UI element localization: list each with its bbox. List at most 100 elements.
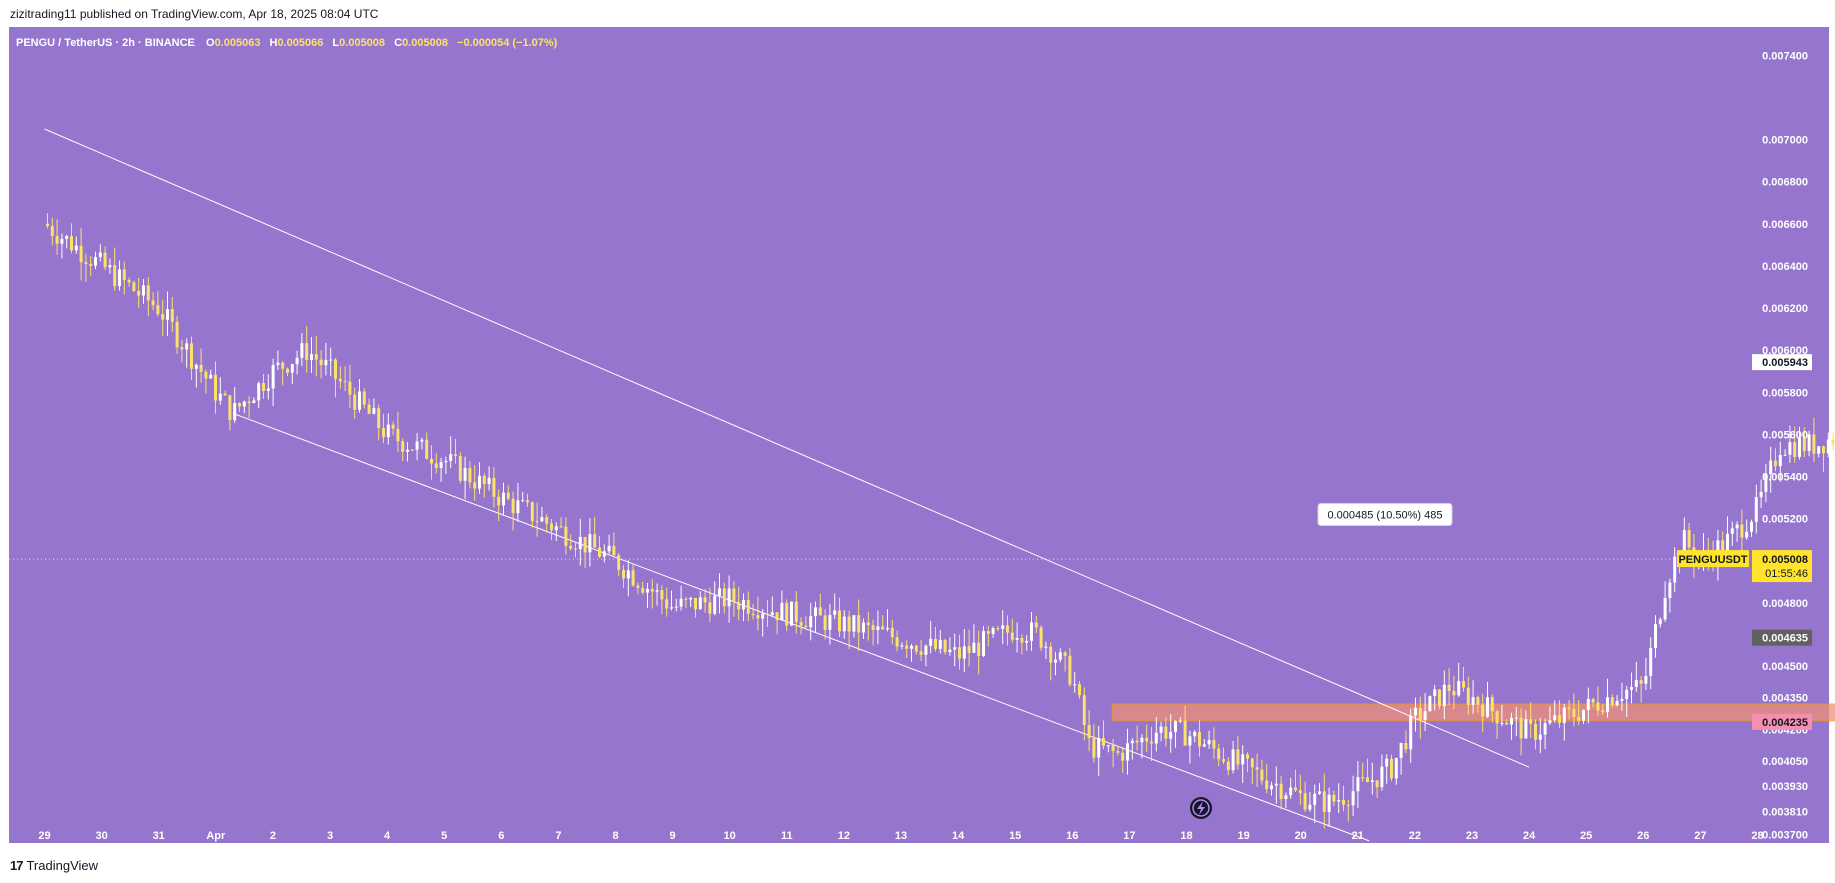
publish-info: zizitrading11 published on TradingView.c… [10, 7, 379, 21]
candle [74, 236, 78, 254]
candle-body [218, 393, 222, 401]
candle [1764, 463, 1768, 503]
candle [1270, 781, 1273, 796]
candle-body [1634, 680, 1638, 688]
candle [1159, 721, 1163, 742]
x-tick-label: 16 [1066, 830, 1078, 842]
candle [46, 213, 49, 229]
candle [766, 599, 769, 628]
x-tick-label: 3 [327, 830, 333, 842]
candle-body [1826, 439, 1830, 454]
candle-body [425, 439, 429, 459]
x-tick-label: 9 [670, 830, 676, 842]
candle [1342, 785, 1345, 812]
candle-body [463, 467, 467, 481]
candle-body [502, 492, 505, 506]
candle-body [1193, 731, 1197, 737]
x-tick-label: 15 [1009, 830, 1021, 842]
x-tick-label: 24 [1523, 830, 1536, 842]
candle-body [708, 602, 712, 614]
candle-body [1538, 734, 1542, 740]
candle [338, 366, 342, 389]
candle-body [1380, 766, 1384, 788]
candle-body [1778, 454, 1782, 467]
candle [1783, 449, 1787, 457]
time-axis[interactable]: 29 30 31 Apr 2 3 4 5 6 7 8 9 10 11 12 13 14 15 16 17 18 19 20 2… [38, 830, 1763, 842]
candle [785, 599, 789, 632]
candle-body [1514, 717, 1518, 719]
candle [247, 396, 251, 419]
candle-body [828, 614, 832, 630]
candle [1802, 427, 1806, 458]
candle-body [1572, 709, 1576, 718]
candle [410, 449, 414, 451]
candle-body [50, 226, 54, 236]
support-zone [1111, 703, 1835, 722]
candle [382, 413, 385, 443]
candle-body [1577, 717, 1581, 721]
candle-body [372, 408, 376, 414]
candle-body [852, 615, 856, 632]
candle [1726, 516, 1729, 553]
candle-body [89, 263, 93, 266]
candle [612, 532, 616, 556]
candle-body [319, 359, 323, 366]
candle-body [967, 646, 971, 653]
candle-body [866, 622, 870, 626]
candle [391, 421, 395, 436]
candle [674, 598, 678, 612]
candle [545, 514, 549, 533]
candle-body [1409, 715, 1413, 750]
candle-body [46, 223, 49, 227]
candle-body [1543, 723, 1547, 735]
candle [1414, 697, 1417, 732]
candle [228, 394, 232, 431]
candle-body [1730, 528, 1734, 534]
candle [953, 633, 957, 667]
candle [55, 219, 59, 255]
price-axis[interactable]: 0.007400 0.007000 0.006800 0.006600 0.006400… [1762, 50, 1808, 841]
candle [1068, 647, 1072, 687]
candle-body [1481, 704, 1485, 717]
y-tick-label: 0.006200 [1762, 303, 1808, 315]
candle-body [1346, 804, 1350, 806]
candle-body [991, 628, 995, 634]
legend-low: 0.005008 [339, 37, 385, 49]
candle-body [1250, 758, 1254, 768]
candle-body [1289, 787, 1293, 796]
y-tick-label: 0.003810 [1762, 806, 1808, 818]
candle [482, 473, 486, 498]
candle-body [334, 359, 337, 379]
candle [1332, 790, 1336, 806]
candle-body [1394, 757, 1398, 779]
candle [1207, 730, 1211, 749]
candle-body [1812, 434, 1816, 454]
candle-body [1178, 720, 1182, 722]
candle [871, 619, 875, 646]
candle-body [338, 378, 342, 382]
candle [1034, 615, 1038, 633]
candle [1399, 742, 1403, 775]
candle [943, 638, 947, 655]
candle [1495, 710, 1499, 739]
legend-close: 0.005008 [402, 37, 448, 49]
replay-button[interactable] [1190, 797, 1212, 819]
candle [65, 234, 69, 249]
candle [1538, 717, 1542, 754]
candle-body [761, 613, 765, 619]
candle-body [1476, 697, 1480, 705]
candle [1418, 696, 1422, 739]
candle-body [732, 588, 736, 602]
candle [1265, 763, 1269, 794]
candle [1126, 728, 1129, 775]
current-price-tag-bg [1752, 550, 1812, 583]
candle-body [1793, 442, 1797, 457]
candle [319, 350, 323, 379]
candle [175, 315, 179, 354]
candle [780, 590, 784, 621]
candle [1663, 581, 1667, 622]
candle [1255, 753, 1259, 787]
candle [271, 358, 275, 407]
candle [578, 518, 582, 566]
